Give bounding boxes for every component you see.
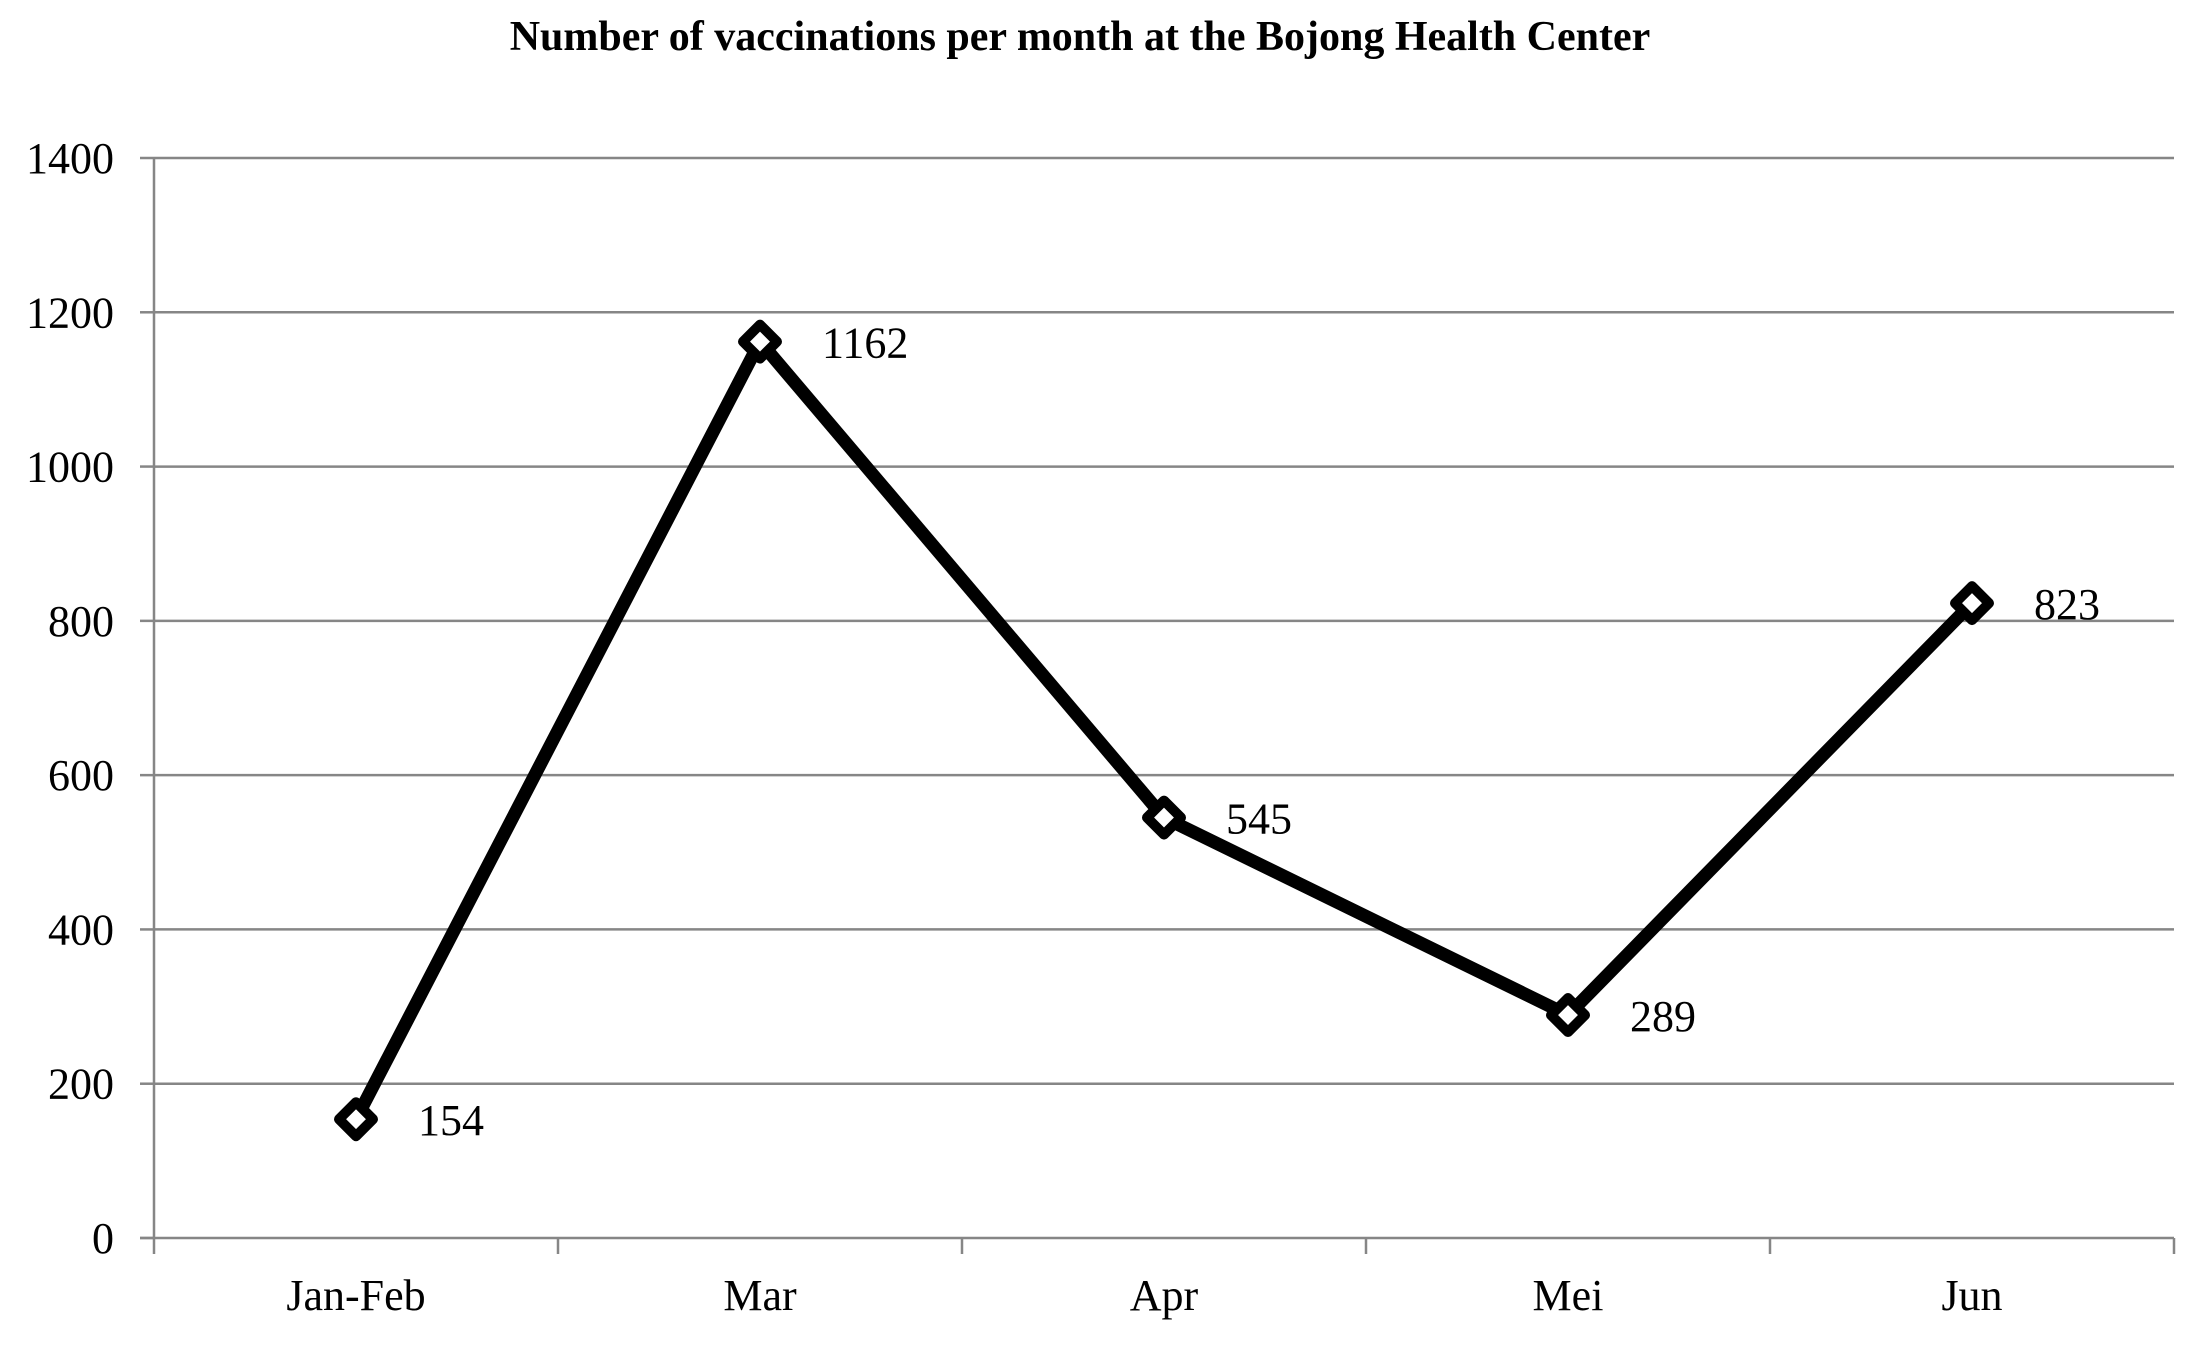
y-tick-label: 200 [48,1060,114,1109]
series [334,319,1994,1142]
y-tick-label: 0 [92,1214,114,1263]
series-line [350,330,1977,1123]
x-tick-label: Apr [1130,1271,1199,1320]
data-label: 154 [418,1096,484,1145]
x-tick-label: Mei [1533,1271,1604,1320]
data-point-marker [1546,993,1590,1038]
y-tick-label: 800 [48,597,114,646]
y-tick-label: 400 [48,905,114,954]
y-tick-label: 600 [48,751,114,800]
data-point-marker [738,319,782,364]
chart-title: Number of vaccinations per month at the … [510,14,1651,60]
data-label: 823 [2034,580,2100,629]
axes [140,156,2176,1254]
x-tick-label: Jan-Feb [286,1271,425,1320]
data-point-marker [1142,795,1186,840]
data-labels: 154 1162 545 289 823 [418,319,2100,1146]
x-tick-label: Jun [1941,1271,2002,1320]
y-tick-label: 1000 [26,443,114,492]
x-tick-label: Mar [723,1271,797,1320]
data-point-marker [334,1097,378,1142]
tick-labels: 0 200 400 600 800 1000 1200 1400 Jan-Feb Mar Apr Me… [26,134,2003,1320]
data-label: 289 [1630,992,1696,1041]
gridlines [154,156,2174,1085]
data-label: 545 [1226,795,1292,844]
y-tick-label: 1200 [26,288,114,337]
y-tick-label: 1400 [26,134,114,183]
data-point-marker [1950,581,1994,626]
data-label: 1162 [822,319,908,368]
